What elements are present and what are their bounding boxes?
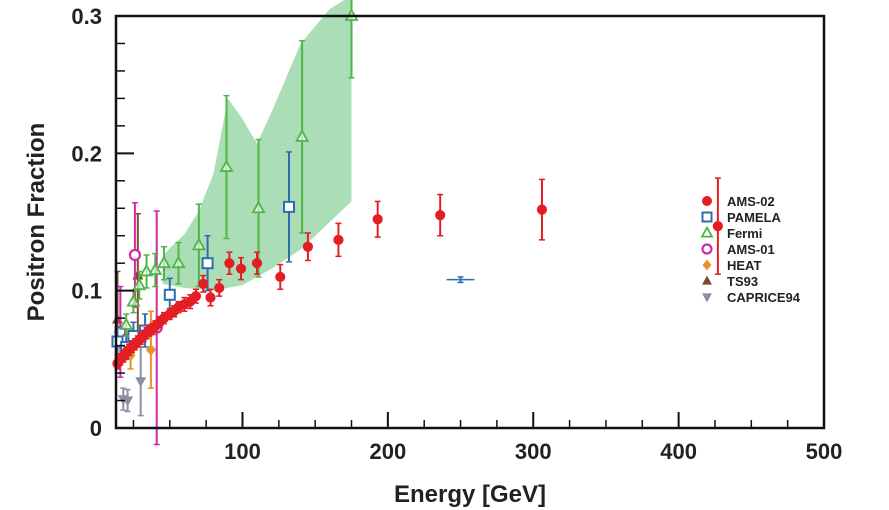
x-tick-label: 400 — [660, 439, 697, 464]
fermi-point — [219, 159, 234, 172]
y-axis-title: Positron Fraction — [23, 123, 50, 322]
ams-02-point — [198, 278, 209, 289]
fermi-point — [126, 293, 141, 307]
legend-label-ts93: TS93 — [727, 274, 758, 289]
caprice94-point — [122, 396, 134, 407]
fermi-point — [148, 262, 163, 275]
y-tick-label: 0.2 — [71, 141, 102, 166]
y-tick-label: 0 — [90, 416, 102, 441]
legend-label-ams-02: AMS-02 — [727, 194, 775, 209]
x-axis-title: Energy [GeV] — [394, 481, 546, 508]
pamela-point — [283, 200, 296, 213]
ams-02-point — [712, 221, 723, 232]
fermi-uncertainty-band-layer — [162, 0, 352, 291]
x-tick-label: 300 — [515, 439, 552, 464]
legend-label-heat: HEAT — [727, 258, 761, 273]
legend-label-ams-01: AMS-01 — [727, 242, 775, 257]
x-tick-label: 100 — [224, 439, 261, 464]
ams-02-point — [302, 241, 314, 252]
legend-marker-caprice94 — [702, 293, 712, 303]
legend-marker-ams-01 — [701, 243, 713, 255]
legend-marker-heat — [702, 259, 712, 271]
fermi-point — [119, 317, 134, 330]
fermi-point — [139, 263, 154, 277]
fermi-point — [156, 255, 171, 269]
legend-marker-ams-02 — [702, 196, 712, 206]
y-tick-label: 0.3 — [71, 4, 102, 29]
legend-marker-pamela — [701, 211, 713, 223]
ams-02-point — [214, 282, 225, 294]
ams-02-point — [333, 234, 344, 245]
x-tick-label: 200 — [370, 439, 407, 464]
ams-02-point — [275, 271, 286, 283]
x-tick-label: 500 — [806, 439, 843, 464]
ams-01-point — [128, 248, 141, 262]
y-tick-label: 0.1 — [71, 279, 102, 304]
fermi-point — [251, 200, 266, 214]
ams-02-point — [205, 292, 216, 303]
ams-02-point — [235, 263, 247, 274]
legend-label-caprice94: CAPRICE94 — [727, 290, 801, 305]
pamela-point — [163, 288, 176, 301]
ams-02-point — [536, 204, 548, 215]
data-points-layer — [111, 0, 723, 446]
ams-02-point — [224, 258, 235, 269]
heat-point — [145, 343, 156, 356]
ams-02-point — [190, 291, 202, 302]
ams-02-point — [435, 210, 446, 221]
legend-marker-ts93 — [702, 275, 712, 285]
pamela-point — [201, 257, 214, 270]
axis-ticks-layer: 100 200 300 400 500 0 0.1 0.2 0.3 — [71, 4, 842, 464]
ams-02-point — [372, 214, 383, 225]
fermi-point — [191, 237, 206, 251]
plot-frame — [114, 14, 826, 430]
legend-label-pamela: PAMELA — [727, 210, 782, 225]
caprice94-point — [135, 377, 147, 388]
fermi-band — [162, 0, 352, 291]
legend-label-fermi: Fermi — [727, 226, 762, 241]
fermi-point — [132, 277, 147, 291]
series-ams-02 — [112, 177, 723, 370]
fermi-point — [295, 128, 310, 142]
fermi-point — [171, 255, 186, 269]
ams-02-point — [251, 258, 263, 269]
legend-marker-fermi — [700, 225, 714, 238]
